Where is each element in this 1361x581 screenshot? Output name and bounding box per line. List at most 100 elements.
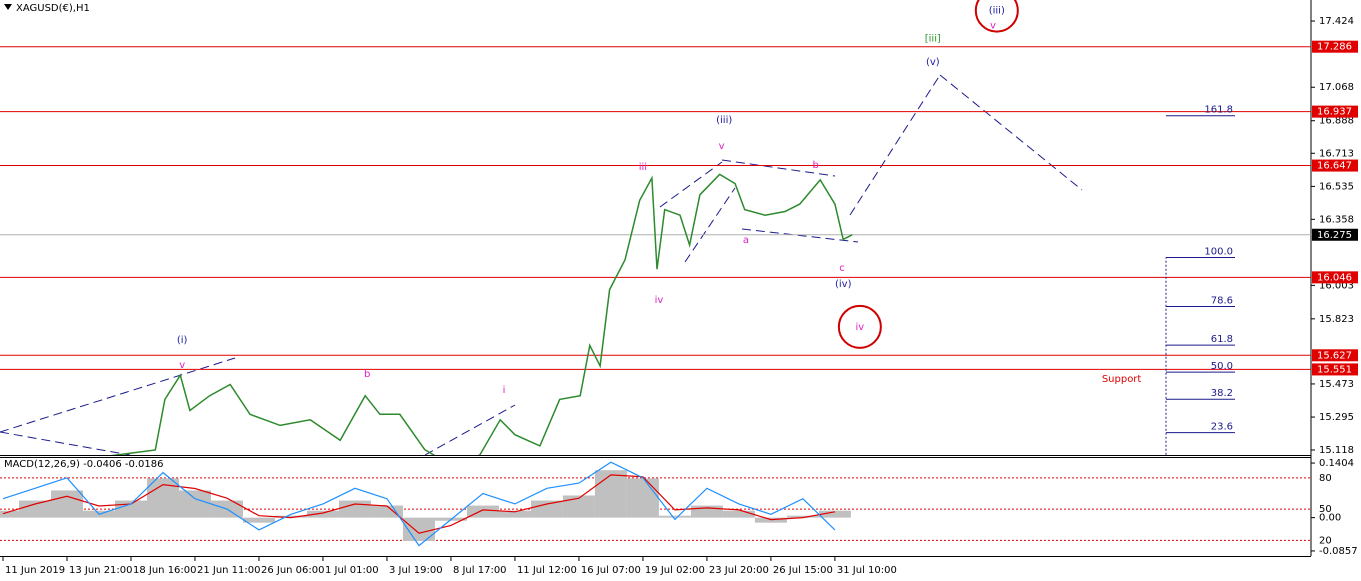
x-tick-label: 13 Jun 21:00	[69, 565, 133, 576]
y-tick-label: 16.358	[1319, 214, 1354, 225]
oscillator-line	[2, 461, 836, 547]
y-tick-label: 15.823	[1319, 314, 1354, 325]
signal-line	[2, 474, 836, 534]
level-label: 15.551	[1317, 364, 1352, 375]
wave-label: (v)	[926, 57, 940, 68]
y-tick-label: 15.473	[1319, 379, 1354, 390]
macd-bar	[658, 515, 691, 518]
wave-circle	[974, 0, 1019, 33]
macd-bar	[274, 515, 307, 518]
macd-bar	[722, 510, 755, 518]
wave-label: (iv)	[835, 279, 852, 290]
fib-label: 161.8	[1204, 105, 1233, 116]
x-tick-label: 1 Jul 01:00	[325, 565, 379, 576]
macd-bar	[594, 470, 627, 518]
wave-label: iii	[639, 162, 647, 173]
wave-label: iv	[655, 295, 664, 306]
fib-label: 23.6	[1211, 422, 1233, 433]
y2-tick-label: 80	[1319, 473, 1332, 484]
macd-bar	[626, 478, 659, 518]
fib-label: 61.8	[1211, 334, 1233, 345]
wave-label: v	[990, 20, 996, 31]
fib-label: 38.2	[1211, 388, 1233, 399]
trend-line	[659, 161, 723, 208]
y-tick-label: 16.535	[1319, 181, 1354, 192]
macd-bar	[786, 515, 819, 518]
wave-label: [iii]	[925, 34, 941, 45]
level-box	[1312, 271, 1358, 284]
level-label: 17.286	[1317, 42, 1352, 53]
y-tick-label: 16.713	[1319, 148, 1354, 159]
y-tick-label: 15.295	[1319, 412, 1354, 423]
wave-label: i	[503, 385, 506, 396]
wave-label: (iii)	[716, 115, 732, 126]
y-tick-label: -0.0857	[1319, 546, 1358, 557]
level-box	[1312, 105, 1358, 118]
x-tick-label: 3 Jul 19:00	[389, 565, 443, 576]
y-tick-label: 0.00	[1319, 513, 1341, 524]
trend-line	[424, 404, 516, 455]
trend-line	[0, 431, 131, 455]
level-label: 15.627	[1317, 350, 1352, 361]
x-tick-label: 16 Jul 07:00	[581, 565, 641, 576]
macd-bar	[466, 505, 499, 518]
trend-line	[721, 159, 836, 177]
trend-lines	[0, 74, 1083, 455]
macd-bar	[370, 505, 403, 518]
macd-bar	[562, 495, 595, 518]
macd-bar	[242, 517, 275, 523]
x-tick-label: 19 Jul 02:00	[645, 565, 705, 576]
current-price-box	[1312, 228, 1358, 241]
trend-line	[741, 228, 859, 243]
fib-label: 78.6	[1211, 296, 1233, 307]
wave-label: Support	[1102, 374, 1142, 385]
x-tick-label: 8 Jul 17:00	[453, 565, 507, 576]
level-label: 16.937	[1317, 107, 1352, 118]
wave-label: b	[813, 160, 819, 171]
macd-bar	[818, 510, 851, 518]
chart-title: XAGUSD(€),H1	[16, 3, 90, 14]
x-tick-label: 11 Jul 12:00	[517, 565, 577, 576]
x-tick-label: 11 Jun 2019	[5, 565, 65, 576]
wave-label: v	[179, 360, 185, 371]
y-tick-label: 16.003	[1319, 280, 1354, 291]
fib-label: 50.0	[1211, 361, 1233, 372]
macd-bar	[51, 490, 83, 518]
trend-line	[684, 187, 736, 263]
x-tick-label: 18 Jun 16:00	[133, 565, 197, 576]
macd-bar	[402, 517, 435, 541]
level-label: 16.647	[1317, 161, 1352, 172]
level-label: 16.046	[1317, 272, 1352, 283]
y2-tick-label: 50	[1319, 504, 1332, 515]
fib-label: 100.0	[1204, 246, 1233, 257]
y-tick-label: 17.068	[1319, 82, 1354, 93]
symbol-menu-icon[interactable]	[4, 4, 12, 10]
x-tick-label: 31 Jul 10:00	[837, 565, 897, 576]
y-tick-label: 16.888	[1319, 116, 1354, 127]
macd-bar	[498, 510, 531, 518]
level-box	[1312, 349, 1358, 362]
current-price-label: 16.275	[1317, 230, 1352, 241]
macd-bar	[338, 500, 371, 518]
plot-layer	[0, 461, 1311, 547]
price-line	[110, 173, 853, 455]
level-box	[1312, 159, 1358, 172]
wave-label: (i)	[177, 335, 188, 346]
y-tick-label: 17.424	[1319, 16, 1354, 27]
trend-line	[939, 74, 1083, 191]
macd-bar	[306, 510, 339, 518]
wave-label: c	[839, 263, 845, 274]
x-tick-label: 26 Jun 06:00	[261, 565, 325, 576]
level-box	[1312, 40, 1358, 53]
level-box	[1312, 363, 1358, 376]
indicator-label: MACD(12,26,9) -0.0406 -0.0186	[4, 459, 164, 470]
y-tick-label: 0.1404	[1319, 458, 1354, 469]
wave-label: a	[743, 235, 749, 246]
wave-label: v	[719, 141, 725, 152]
wave-label: b	[364, 369, 370, 380]
y-tick-label: 15.118	[1319, 445, 1354, 456]
plot-layer: 161.8100.078.661.850.038.223.6(i)vbiiiii…	[0, 0, 1311, 455]
x-tick-label: 23 Jul 20:00	[709, 565, 769, 576]
